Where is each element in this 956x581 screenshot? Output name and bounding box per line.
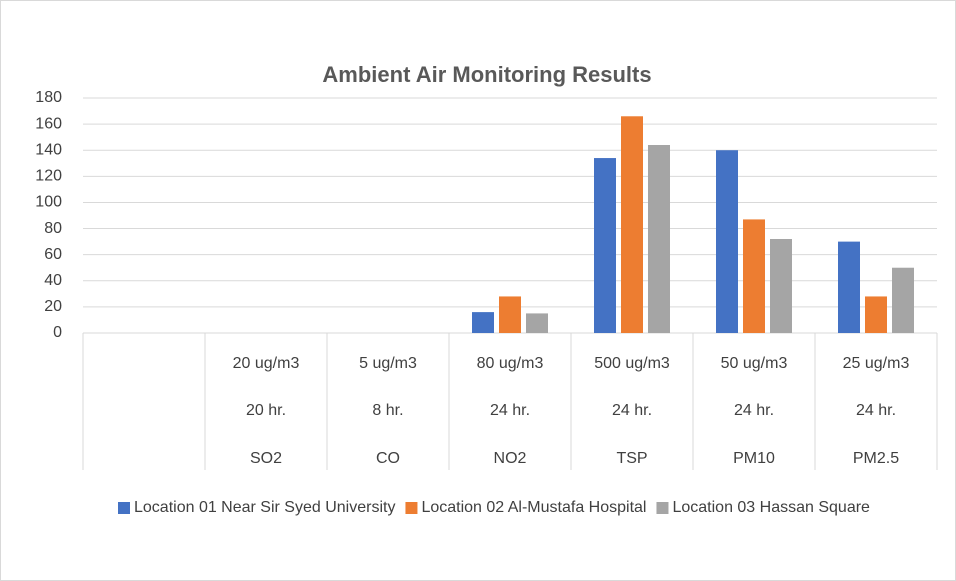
y-tick-label: 160 [35, 115, 62, 132]
x-tick-label: SO2 [250, 450, 282, 467]
standard-label: 25 ug/m3 [843, 355, 910, 372]
legend-label: Location 03 Hassan Square [672, 499, 870, 516]
bar [499, 296, 521, 333]
duration-label: 24 hr. [490, 402, 530, 419]
y-tick-label: 120 [35, 168, 62, 185]
x-tick-label: PM2.5 [853, 450, 899, 467]
bar [892, 267, 914, 333]
y-tick-label: 80 [44, 220, 62, 237]
standard-label: 500 ug/m3 [594, 355, 670, 372]
legend-label: Location 02 Al-Mustafa Hospital [421, 499, 646, 516]
y-tick-label: 20 [44, 298, 62, 315]
x-tick-label: TSP [616, 450, 647, 467]
standard-label: 80 ug/m3 [477, 355, 544, 372]
duration-label: 8 hr. [372, 402, 403, 419]
bar [621, 116, 643, 334]
bar [594, 158, 616, 333]
legend-swatch [405, 502, 418, 514]
bar [770, 239, 792, 333]
bar [648, 145, 670, 333]
standard-label: 50 ug/m3 [721, 355, 788, 372]
legend-swatch [656, 502, 669, 514]
bar [838, 241, 860, 333]
duration-label: 24 hr. [612, 402, 652, 419]
duration-label: 24 hr. [856, 402, 896, 419]
duration-label: 20 hr. [246, 402, 286, 419]
y-tick-label: 140 [35, 141, 62, 158]
y-tick-label: 60 [44, 246, 62, 263]
bar [865, 296, 887, 333]
y-tick-label: 40 [44, 272, 62, 289]
standard-label: 20 ug/m3 [233, 355, 300, 372]
x-tick-label: NO2 [494, 450, 527, 467]
standard-label: 5 ug/m3 [359, 355, 417, 372]
bar [743, 219, 765, 333]
legend-swatch [118, 502, 130, 514]
bar [472, 312, 494, 333]
legend-label: Location 01 Near Sir Syed University [134, 499, 395, 516]
y-tick-label: 100 [35, 194, 62, 211]
y-tick-label: 0 [53, 324, 62, 341]
bar [716, 150, 738, 333]
x-tick-label: CO [376, 450, 400, 467]
x-tick-label: PM10 [733, 450, 775, 467]
bar [526, 313, 548, 333]
y-tick-label: 180 [35, 89, 62, 106]
duration-label: 24 hr. [734, 402, 774, 419]
chart-title: Ambient Air Monitoring Results [322, 62, 651, 87]
